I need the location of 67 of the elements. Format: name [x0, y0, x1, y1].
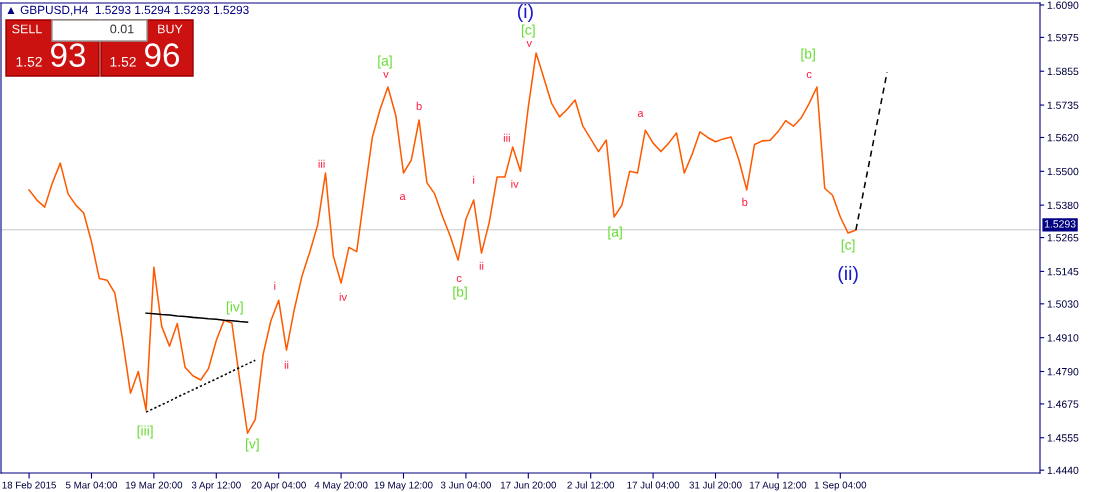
x-tick-label: 17 Jul 04:00 — [627, 481, 680, 489]
y-tick-label: 1.4910 — [1047, 334, 1079, 342]
annotation: (ii) — [838, 265, 858, 285]
annotation: BUY — [158, 24, 183, 34]
annotation: [b] — [453, 286, 467, 300]
annotation: [c] — [521, 24, 535, 38]
y-tick-label: 1.5855 — [1047, 67, 1079, 76]
annotation: 96 — [145, 43, 180, 67]
x-tick-label: 17 Jun 20:00 — [500, 481, 557, 489]
annotation: b — [742, 197, 748, 206]
annotation: a — [637, 110, 644, 117]
y-tick-label: 1.5265 — [1047, 234, 1079, 242]
annotation: [a] — [608, 226, 622, 240]
y-tick-label: 1.5620 — [1047, 133, 1079, 142]
x-tick-label: 17 Aug 12:00 — [750, 481, 807, 491]
annotation: c — [806, 71, 812, 78]
annotation: [iv] — [226, 301, 243, 315]
annotation: 0.01 — [110, 24, 134, 34]
annotation: [iii] — [137, 425, 153, 439]
x-tick-label: 3 Apr 12:00 — [191, 481, 241, 491]
annotation: ii — [479, 261, 484, 270]
annotation: ii — [284, 360, 289, 369]
annotation: SELL — [12, 24, 42, 34]
annotation: [c] — [841, 239, 855, 253]
y-tick-label: 1.5030 — [1047, 300, 1079, 308]
annotation: c — [456, 275, 462, 282]
y-tick-label: 1.6090 — [1047, 1, 1079, 9]
annotation: i — [473, 175, 475, 184]
annotation: iii — [318, 159, 325, 168]
x-tick-label: 3 Jun 04:00 — [440, 481, 491, 489]
y-tick-label: 1.4675 — [1047, 400, 1079, 408]
annotation: b — [416, 101, 422, 110]
annotation: 1.52 — [16, 56, 42, 67]
ref-line-label: 1.5293 — [1044, 220, 1076, 228]
y-tick-label: 1.4555 — [1047, 434, 1079, 442]
x-tick-label: 19 May 12:00 — [374, 481, 433, 491]
y-tick-label: 1.5145 — [1047, 268, 1079, 276]
x-tick-label: 19 Mar 20:00 — [125, 481, 183, 489]
annotation: i — [274, 281, 276, 290]
y-tick-label: 1.5975 — [1047, 33, 1079, 42]
x-tick-label: 1 Sep 04:00 — [814, 481, 867, 491]
annotation: v — [526, 41, 533, 47]
line-series — [855, 71, 888, 231]
annotation: a — [399, 193, 406, 200]
chart-title: ▲ GBPUSD,H4 1.5293 1.5294 1.5293 1.5293 — [7, 5, 249, 16]
y-tick-label: 1.4440 — [1047, 466, 1079, 475]
y-tick-label: 1.5500 — [1047, 167, 1079, 176]
annotation: [a] — [378, 55, 392, 69]
x-tick-label: 20 Apr 04:00 — [251, 481, 306, 491]
x-tick-label: 5 Mar 04:00 — [65, 481, 118, 489]
x-tick-label: 2 Jul 12:00 — [567, 481, 615, 489]
y-tick-label: 1.4790 — [1047, 368, 1079, 376]
x-tick-label: 18 Feb 2015 — [2, 481, 56, 489]
y-tick-label: 1.5380 — [1047, 201, 1079, 210]
line-series — [145, 359, 257, 413]
annotation: (i) — [517, 3, 533, 23]
annotation: iv — [511, 179, 519, 188]
annotation: iii — [503, 133, 510, 142]
y-tick-label: 1.5735 — [1047, 101, 1079, 109]
annotation: 93 — [51, 43, 86, 67]
annotation: iv — [339, 292, 348, 301]
annotation: v — [383, 72, 389, 78]
annotation: [b] — [801, 48, 815, 62]
x-tick-label: 4 May 20:00 — [314, 481, 368, 491]
x-tick-label: 31 Jul 20:00 — [689, 481, 742, 489]
annotation: 1.52 — [110, 56, 136, 67]
annotation: [v] — [246, 438, 259, 452]
